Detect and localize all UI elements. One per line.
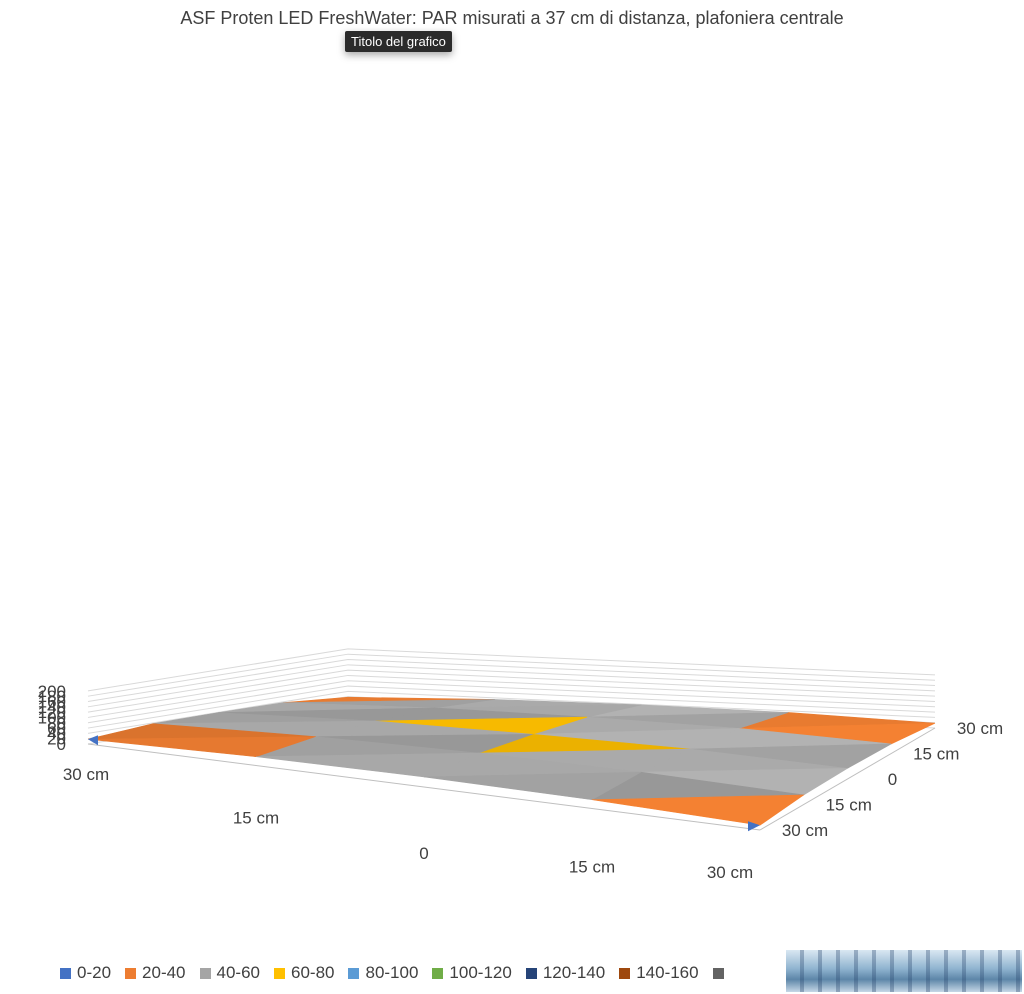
legend-swatch [432,967,444,979]
gridline [87,685,936,729]
legend-swatch [60,967,71,979]
chart-title: ASF Proten LED FreshWater: PAR misurati … [180,8,844,28]
gridline [87,690,936,734]
x-tick-label: 30 cm [63,765,109,784]
y-axis-ticks: 30 cm 15 cm 0 15 cm 30 cm [782,719,1003,840]
legend-item: 120-140 [525,963,606,983]
surface-facet-low [88,735,98,746]
x-tick-label: 15 cm [233,809,279,828]
legend-swatch [712,967,724,979]
z-tick-label: 80 [47,714,66,733]
legend-label: 40-60 [216,963,260,982]
gridline [87,669,936,713]
gridline [87,680,936,724]
legend-item [712,967,730,979]
axis-line [759,727,936,831]
gridline [87,664,936,708]
x-tick-label: 15 cm [569,858,615,877]
legend-swatch [274,967,285,979]
z-tick-label: 180 [38,687,66,706]
legend-item: 140-160 [619,963,699,983]
surface-facet [423,771,642,801]
legend-item: 80-100 [348,963,418,983]
y-tick-label: 15 cm [826,796,872,815]
z-tick-label: 60 [47,719,66,738]
surface-facet-low [748,821,760,832]
z-tick-label: 120 [38,703,66,722]
gridline [87,659,936,702]
legend-label: 60-80 [291,963,335,982]
legend-swatch [525,967,537,979]
legend: 0-20 20-40 40-60 60-80 80-100 100-120 120-140 1… [60,962,744,984]
x-tick-label: 0 [419,844,428,863]
legend-label: 120-140 [542,963,606,982]
z-tick-label: 0 [57,735,66,754]
z-tick-label: 100 [38,708,66,727]
legend-label: 20-40 [142,963,186,982]
legend-swatch [619,967,631,979]
z-tick-label: 160 [38,693,66,712]
chart-title-tooltip: Titolo del grafico [345,31,452,52]
legend-label: 0-20 [77,963,112,982]
z-tick-label: 40 [47,724,66,743]
legend-item: 100-120 [432,963,512,983]
surface [87,696,936,832]
gridline [87,648,936,692]
legend-label: 80-100 [365,963,419,982]
surface-facet [255,752,479,778]
legend-label: 100-120 [449,963,512,982]
legend-item: 20-40 [125,963,186,983]
watermark-logo [786,950,1022,992]
y-tick-label: 15 cm [913,745,959,764]
legend-label: 140-160 [636,963,699,982]
legend-item: 60-80 [274,963,334,983]
x-tick-label: 30 cm [707,863,753,882]
y-tick-label: 30 cm [782,821,828,840]
surface-facet [591,794,805,826]
legend-swatch [199,967,211,979]
surface-facet [87,736,316,758]
z-tick-label: 200 [38,682,66,701]
legend-swatch [125,967,137,979]
x-axis-ticks: 30 cm 15 cm 0 15 cm 30 cm [63,765,753,882]
gridline [87,674,936,718]
z-tick-label: 140 [38,698,66,717]
y-tick-label: 30 cm [957,719,1003,738]
legend-swatch [348,967,360,979]
legend-item: 40-60 [199,963,260,983]
legend-item: 0-20 [60,963,111,983]
gridline [87,653,936,697]
z-tick-label: 20 [47,730,66,749]
y-tick-label: 0 [888,770,897,789]
axis-line [87,743,761,831]
